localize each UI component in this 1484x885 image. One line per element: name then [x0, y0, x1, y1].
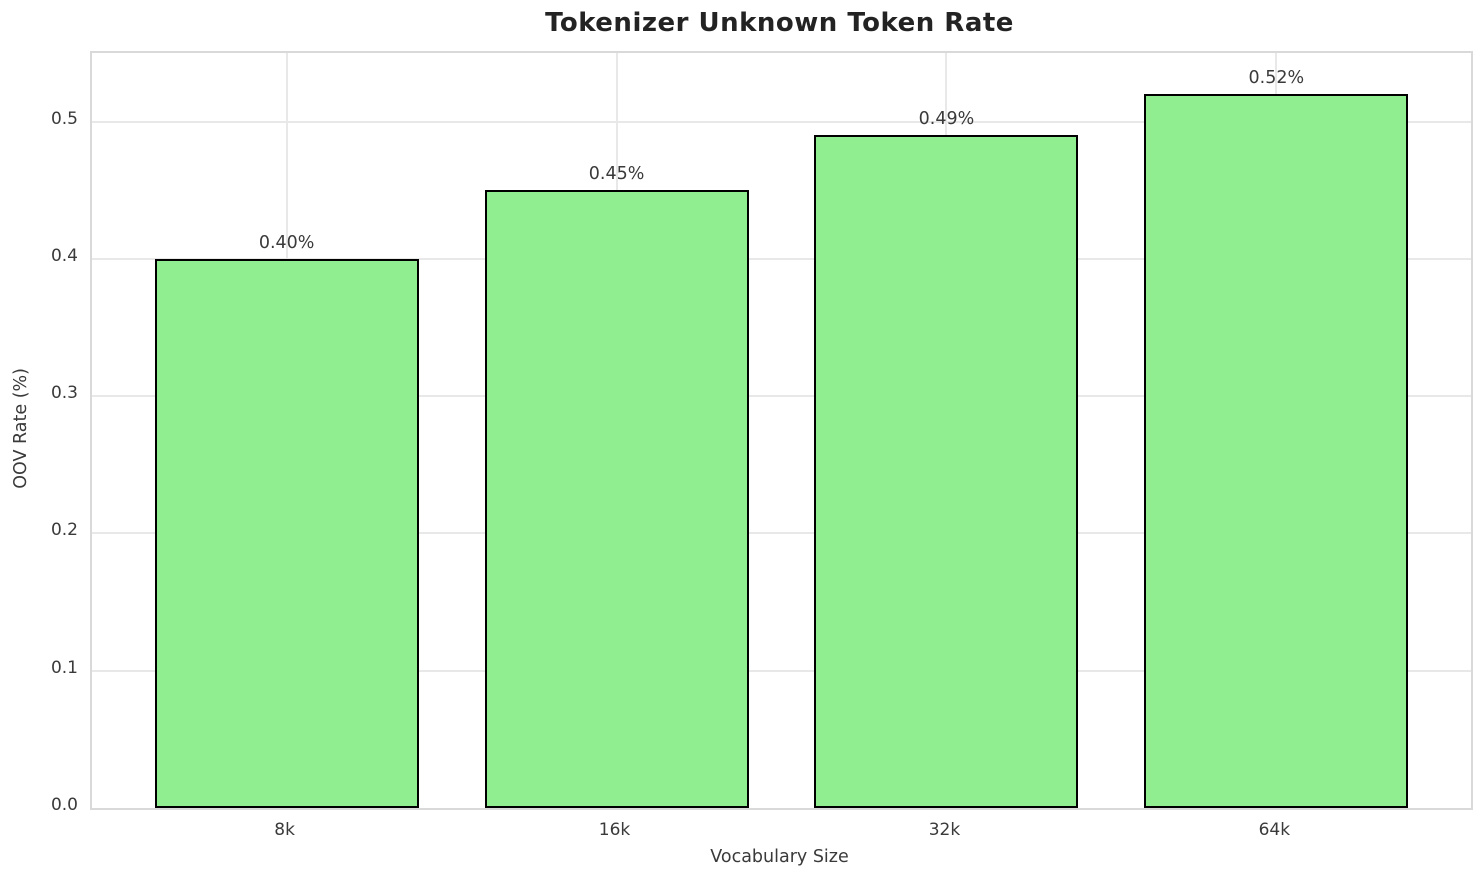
x-axis-label: Vocabulary Size	[710, 847, 849, 867]
gridline-horizontal	[92, 120, 1471, 123]
bar-value-label: 0.40%	[258, 232, 315, 253]
x-tick-label: 8k	[274, 820, 295, 840]
bar-16k	[484, 190, 749, 808]
plot-area: 0.40% 0.45% 0.49% 0.52%	[90, 51, 1473, 810]
gridline-horizontal	[92, 532, 1471, 535]
x-tick-label: 16k	[598, 820, 631, 840]
y-tick-label: 0.4	[50, 245, 78, 266]
y-tick-label: 0.0	[50, 795, 78, 815]
gridline-horizontal	[92, 669, 1471, 672]
y-tick-label: 0.1	[50, 657, 78, 678]
bar-value-label: 0.49%	[918, 109, 975, 130]
y-tick-label: 0.2	[50, 520, 78, 541]
bar-64k	[1144, 94, 1409, 808]
bar-value-label: 0.45%	[588, 164, 645, 185]
y-tick-label: 0.3	[50, 383, 78, 404]
y-tick-label: 0.5	[50, 108, 78, 129]
bar-value-label: 0.52%	[1248, 68, 1305, 89]
x-tick-label: 64k	[1258, 820, 1291, 840]
bar-32k	[814, 135, 1079, 808]
bar-8k	[154, 258, 419, 808]
gridline-horizontal	[92, 395, 1471, 398]
chart-title: Tokenizer Unknown Token Rate	[545, 8, 1014, 38]
y-axis-label-wrap: OOV Rate (%)	[4, 51, 38, 806]
gridline-horizontal	[92, 257, 1471, 260]
x-tick-label: 32k	[928, 820, 961, 840]
